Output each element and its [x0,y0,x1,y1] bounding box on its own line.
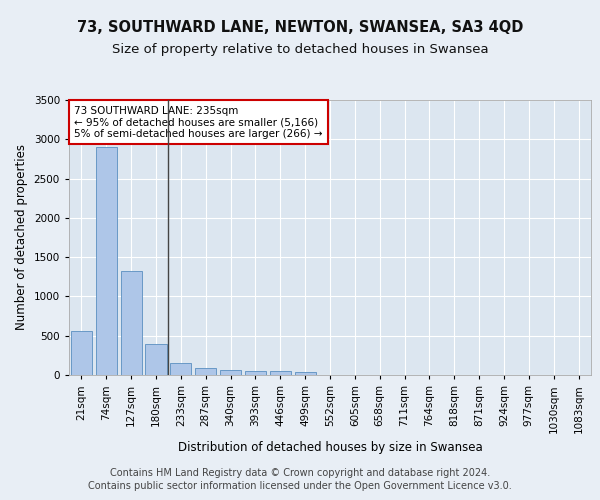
Text: 73 SOUTHWARD LANE: 235sqm
← 95% of detached houses are smaller (5,166)
5% of sem: 73 SOUTHWARD LANE: 235sqm ← 95% of detac… [74,106,323,138]
Y-axis label: Number of detached properties: Number of detached properties [15,144,28,330]
Bar [245,370,266,375]
Bar [170,363,191,375]
Bar [220,370,241,375]
Text: 73, SOUTHWARD LANE, NEWTON, SWANSEA, SA3 4QD: 73, SOUTHWARD LANE, NEWTON, SWANSEA, SA3… [77,20,523,35]
Bar [96,147,117,375]
Bar [71,331,92,375]
Bar [195,368,216,375]
Bar [295,372,316,375]
Text: Contains HM Land Registry data © Crown copyright and database right 2024.: Contains HM Land Registry data © Crown c… [110,468,490,477]
Bar [270,372,291,375]
Bar [145,344,167,375]
X-axis label: Distribution of detached houses by size in Swansea: Distribution of detached houses by size … [178,441,482,454]
Bar [121,270,142,375]
Text: Contains public sector information licensed under the Open Government Licence v3: Contains public sector information licen… [88,481,512,491]
Text: Size of property relative to detached houses in Swansea: Size of property relative to detached ho… [112,42,488,56]
